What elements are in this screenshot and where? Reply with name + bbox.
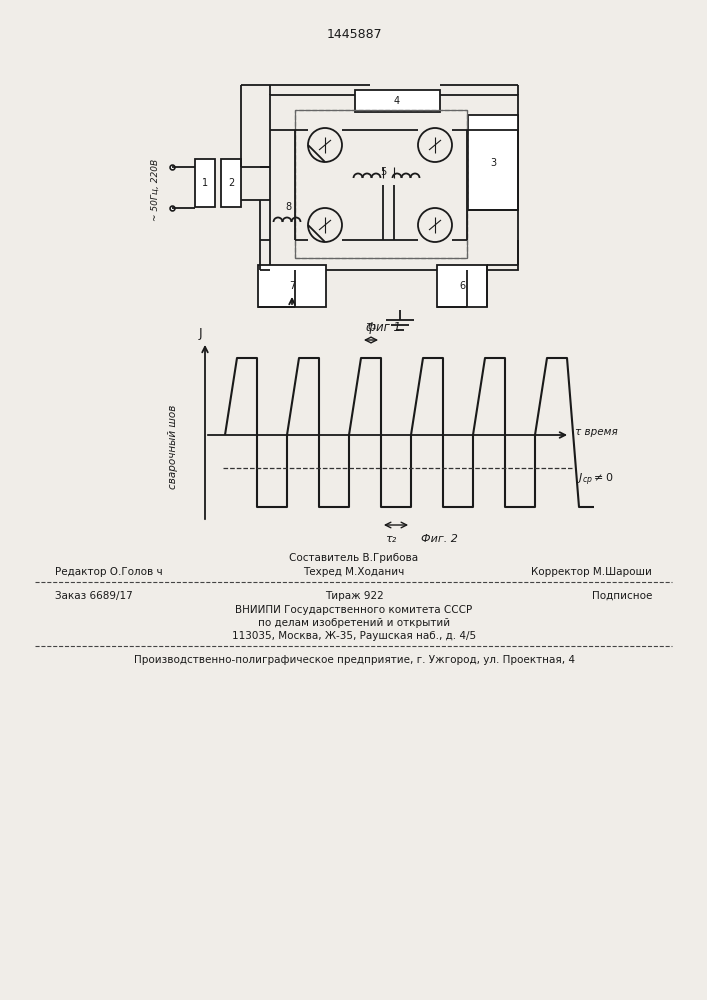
- Text: 6: 6: [459, 281, 465, 291]
- Text: 2: 2: [228, 178, 234, 188]
- Text: 4: 4: [394, 96, 400, 106]
- Bar: [295, 110, 467, 258]
- Text: Заказ 6689/17: Заказ 6689/17: [55, 591, 133, 601]
- Text: 5: 5: [380, 167, 386, 177]
- Text: Редактор О.Голов ч: Редактор О.Голов ч: [55, 567, 163, 577]
- Text: Производственно-полиграфическое предприятие, г. Ужгород, ул. Проектная, 4: Производственно-полиграфическое предприя…: [134, 655, 575, 665]
- Bar: [258, 265, 326, 307]
- Text: 3: 3: [490, 158, 496, 168]
- Text: фиг 1: фиг 1: [366, 320, 400, 334]
- Text: по делам изобретений и открытий: по делам изобретений и открытий: [258, 618, 450, 628]
- Text: Подписное: Подписное: [592, 591, 652, 601]
- Text: Составитель В.Грибова: Составитель В.Грибова: [289, 553, 419, 563]
- Text: Техред М.Ходанич: Техред М.Ходанич: [303, 567, 404, 577]
- Text: Корректор М.Шароши: Корректор М.Шароши: [531, 567, 652, 577]
- Text: 8: 8: [285, 202, 291, 212]
- Text: 113035, Москва, Ж-35, Раушская наб., д. 4/5: 113035, Москва, Ж-35, Раушская наб., д. …: [232, 631, 476, 641]
- Text: 7: 7: [289, 281, 295, 291]
- Text: 1445887: 1445887: [326, 28, 382, 41]
- Text: ВНИИПИ Государственного комитета СССР: ВНИИПИ Государственного комитета СССР: [235, 605, 472, 615]
- Text: ~ 50Гц, 220В: ~ 50Гц, 220В: [151, 159, 160, 221]
- Text: Фиг. 2: Фиг. 2: [421, 534, 458, 544]
- Text: 1: 1: [202, 178, 208, 188]
- Text: τ время: τ время: [575, 427, 618, 437]
- Bar: [437, 265, 487, 307]
- Bar: [195, 159, 215, 207]
- Text: $J_{cp}\neq 0$: $J_{cp}\neq 0$: [577, 472, 614, 488]
- Bar: [221, 159, 241, 207]
- Bar: [355, 90, 440, 112]
- Bar: [468, 115, 518, 210]
- Text: τ₂: τ₂: [385, 534, 397, 544]
- Bar: [270, 95, 518, 270]
- Text: τ₁: τ₁: [366, 321, 377, 331]
- Text: J: J: [198, 328, 201, 340]
- Text: сварочный шов: сварочный шов: [168, 405, 178, 489]
- Text: Тираж 922: Тираж 922: [325, 591, 383, 601]
- Bar: [295, 110, 467, 258]
